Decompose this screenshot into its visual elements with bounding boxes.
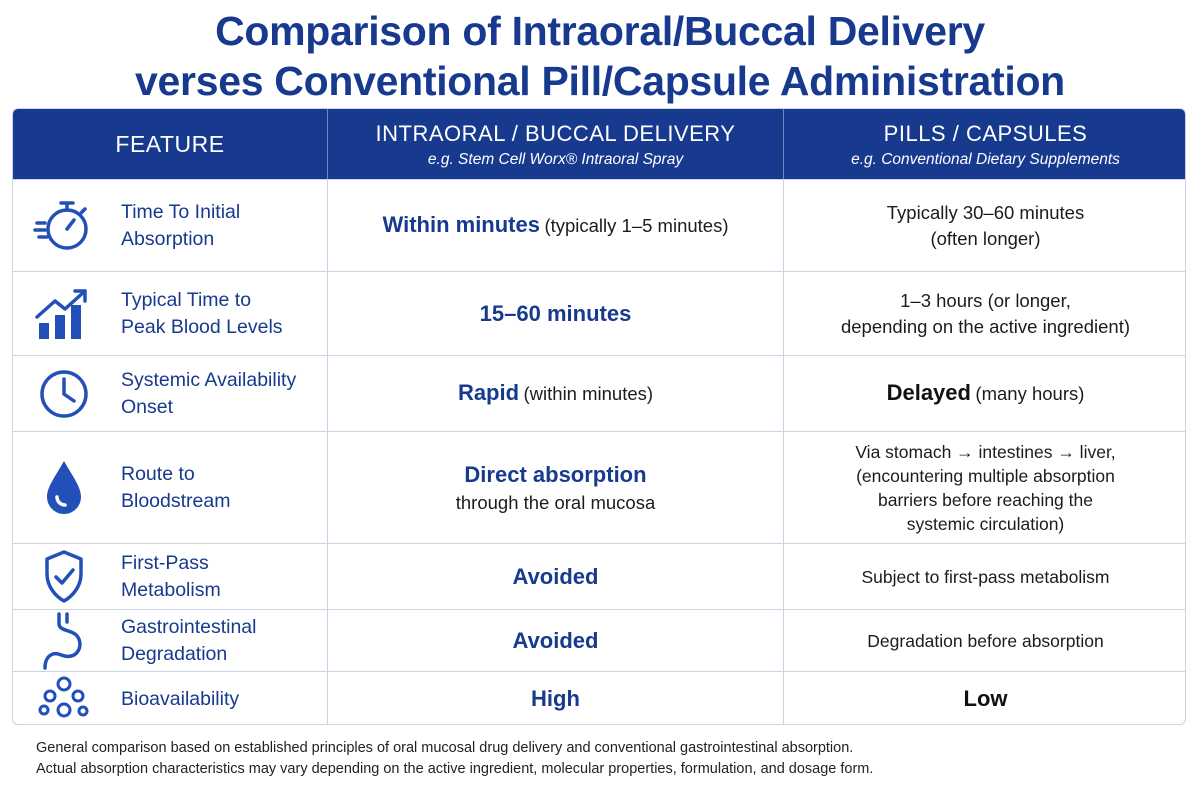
feature-label: Time To Initial Absorption bbox=[121, 200, 241, 250]
pills-cell: Via stomach → intestines → liver, (encou… bbox=[783, 432, 1185, 543]
header-feature-label: FEATURE bbox=[115, 131, 225, 157]
pills-note: Via stomach → intestines → liver, (encou… bbox=[855, 441, 1116, 534]
title-line-2: verses Conventional Pill/Capsule Adminis… bbox=[135, 58, 1065, 104]
intraoral-cell: Within minutes (typically 1–5 minutes) bbox=[327, 180, 783, 271]
intraoral-main: Avoided bbox=[512, 627, 599, 653]
footnote: General comparison based on established … bbox=[36, 738, 1186, 780]
feature-label: Typical Time to Peak Blood Levels bbox=[121, 288, 283, 338]
intraoral-main: Rapid bbox=[457, 380, 520, 405]
header-pills-title: PILLS / CAPSULES bbox=[883, 121, 1088, 146]
pills-note: Subject to first-pass metabolism bbox=[861, 566, 1110, 587]
clock-icon bbox=[33, 363, 95, 425]
pills-note: Typically 30–60 minutes (often longer) bbox=[886, 201, 1085, 249]
feature-label: Systemic Availability Onset bbox=[121, 368, 297, 418]
pills-cell: Subject to first-pass metabolism bbox=[783, 544, 1185, 609]
intraoral-cell: Rapid (within minutes) bbox=[327, 356, 783, 431]
pills-note: Degradation before absorption bbox=[867, 630, 1104, 651]
header-intraoral-title: INTRAORAL / BUCCAL DELIVERY bbox=[375, 121, 736, 146]
pills-note: (many hours) bbox=[975, 383, 1085, 404]
feature-cell: Systemic Availability Onset bbox=[13, 356, 327, 431]
shield-check-icon bbox=[33, 546, 95, 608]
page-title: Comparison of Intraoral/Buccal Delivery … bbox=[0, 6, 1200, 106]
intraoral-note: (typically 1–5 minutes) bbox=[544, 215, 729, 236]
stomach-icon bbox=[33, 610, 95, 672]
feature-label: Bioavailability bbox=[121, 687, 240, 710]
table-row: Gastrointestinal Degradation Avoided Deg… bbox=[13, 609, 1185, 671]
comparison-table: FEATURE INTRAORAL / BUCCAL DELIVERY e.g.… bbox=[12, 108, 1186, 725]
intraoral-note: (within minutes) bbox=[523, 383, 654, 404]
header-intraoral: INTRAORAL / BUCCAL DELIVERY e.g. Stem Ce… bbox=[327, 109, 783, 179]
table-row: Time To Initial Absorption Within minute… bbox=[13, 179, 1185, 271]
molecules-icon bbox=[33, 674, 95, 724]
pills-cell: Delayed (many hours) bbox=[783, 356, 1185, 431]
intraoral-cell: 15–60 minutes bbox=[327, 272, 783, 355]
pills-cell: Typically 30–60 minutes (often longer) bbox=[783, 180, 1185, 271]
feature-cell: First-Pass Metabolism bbox=[13, 544, 327, 609]
rising-bar-chart-icon bbox=[33, 283, 95, 345]
table-row: Typical Time to Peak Blood Levels 15–60 … bbox=[13, 271, 1185, 355]
intraoral-note: through the oral mucosa bbox=[455, 491, 656, 513]
intraoral-cell: High bbox=[327, 672, 783, 724]
pills-cell: 1–3 hours (or longer, depending on the a… bbox=[783, 272, 1185, 355]
feature-label: Route to Bloodstream bbox=[121, 462, 231, 512]
intraoral-cell: Avoided bbox=[327, 610, 783, 671]
feature-label: Gastrointestinal Degradation bbox=[121, 615, 257, 665]
header-pills-subtitle: e.g. Conventional Dietary Supplements bbox=[851, 151, 1120, 168]
table-row: Route to Bloodstream Direct absorption t… bbox=[13, 431, 1185, 543]
footnote-line-2: Actual absorption characteristics may va… bbox=[36, 761, 874, 777]
intraoral-main: High bbox=[531, 686, 580, 711]
pills-cell: Low bbox=[783, 672, 1185, 724]
intraoral-main: Avoided bbox=[512, 563, 599, 589]
blood-drop-icon bbox=[33, 457, 95, 519]
intraoral-cell: Avoided bbox=[327, 544, 783, 609]
pills-note: 1–3 hours (or longer, depending on the a… bbox=[840, 289, 1131, 337]
header-pills: PILLS / CAPSULES e.g. Conventional Dieta… bbox=[783, 109, 1185, 179]
feature-cell: Route to Bloodstream bbox=[13, 432, 327, 543]
pills-main: Low bbox=[963, 686, 1008, 711]
feature-cell: Bioavailability bbox=[13, 672, 327, 724]
title-line-1: Comparison of Intraoral/Buccal Delivery bbox=[215, 8, 985, 54]
feature-cell: Time To Initial Absorption bbox=[13, 180, 327, 271]
stopwatch-icon bbox=[33, 195, 95, 257]
header-intraoral-subtitle: e.g. Stem Cell Worx® Intraoral Spray bbox=[427, 151, 684, 168]
table-row: First-Pass Metabolism Avoided Subject to… bbox=[13, 543, 1185, 609]
intraoral-main: Within minutes bbox=[382, 212, 540, 237]
table-row: Bioavailability High Low bbox=[13, 671, 1185, 724]
table-row: Systemic Availability Onset Rapid (withi… bbox=[13, 355, 1185, 431]
header-feature: FEATURE bbox=[13, 109, 327, 179]
feature-label: First-Pass Metabolism bbox=[121, 551, 221, 601]
footnote-line-1: General comparison based on established … bbox=[36, 740, 854, 756]
feature-cell: Gastrointestinal Degradation bbox=[13, 610, 327, 671]
table-header: FEATURE INTRAORAL / BUCCAL DELIVERY e.g.… bbox=[13, 109, 1185, 179]
intraoral-cell: Direct absorption through the oral mucos… bbox=[327, 432, 783, 543]
intraoral-main: 15–60 minutes bbox=[479, 300, 632, 326]
pills-cell: Degradation before absorption bbox=[783, 610, 1185, 671]
intraoral-main: Direct absorption bbox=[464, 461, 647, 487]
feature-cell: Typical Time to Peak Blood Levels bbox=[13, 272, 327, 355]
pills-main: Delayed bbox=[886, 380, 971, 405]
